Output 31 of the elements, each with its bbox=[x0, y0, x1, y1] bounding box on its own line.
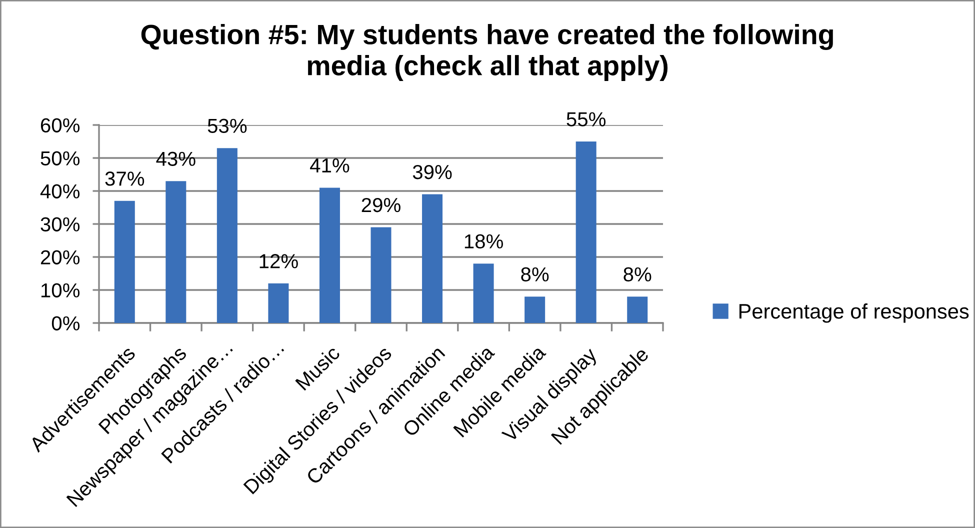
data-label: 41% bbox=[310, 158, 350, 173]
y-tick-label: 40% bbox=[40, 184, 80, 198]
data-label: 8% bbox=[624, 267, 652, 282]
y-tick-label: 0% bbox=[52, 316, 80, 330]
data-label: 29% bbox=[362, 198, 400, 212]
y-tick-label: 30% bbox=[40, 217, 80, 232]
bar bbox=[114, 200, 135, 323]
bar bbox=[473, 264, 494, 323]
data-label: 37% bbox=[105, 172, 144, 186]
bar bbox=[627, 296, 648, 323]
bar bbox=[524, 296, 546, 323]
bar bbox=[422, 194, 443, 323]
data-label: 8% bbox=[521, 267, 549, 282]
y-tick-label: 60% bbox=[40, 118, 80, 132]
data-label: 18% bbox=[464, 234, 503, 249]
y-tick-label: 10% bbox=[41, 283, 80, 298]
data-label: 12% bbox=[260, 254, 298, 268]
data-label: 39% bbox=[412, 164, 452, 180]
data-label: 43% bbox=[156, 152, 196, 166]
data-label: 55% bbox=[566, 112, 606, 126]
bar bbox=[370, 227, 392, 323]
y-tick-label: 50% bbox=[40, 151, 80, 166]
data-label: 53% bbox=[208, 118, 247, 134]
bar bbox=[268, 283, 289, 323]
bar bbox=[216, 148, 238, 323]
chart-title: Question #5: My students have created the following media (check all that apply) bbox=[141, 24, 833, 81]
bar bbox=[576, 142, 596, 323]
legend-label: Percentage of responses bbox=[739, 303, 969, 323]
bar bbox=[319, 188, 340, 323]
bar bbox=[166, 181, 186, 323]
y-tick-label: 20% bbox=[40, 250, 80, 264]
